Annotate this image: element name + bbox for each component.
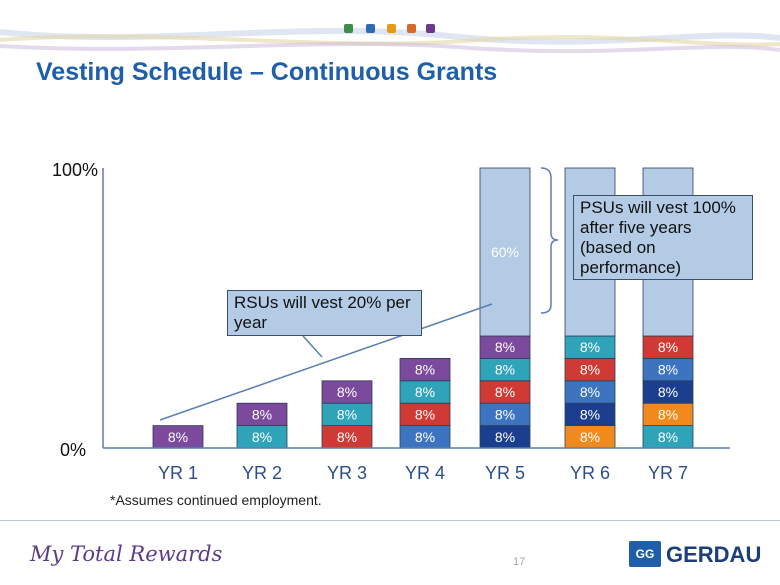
rsu-callout: RSUs will vest 20% per year (227, 290, 422, 336)
bar-label-yr4-4: 8% (415, 362, 435, 378)
bar-label-yr2-1: 8% (252, 429, 272, 445)
psu-bracket (541, 168, 558, 313)
bar-label-yr5-4: 8% (495, 362, 515, 378)
footer-divider (0, 520, 780, 521)
bar-label-yr5-3: 8% (495, 384, 515, 400)
bar-label-yr5-2: 8% (495, 406, 515, 422)
page-number: 17 (513, 556, 525, 568)
bar-label-yr6-2: 8% (580, 406, 600, 422)
bar-label-yr3-2: 8% (337, 406, 357, 422)
x-tick-label-3: YR 3 (327, 463, 367, 483)
bar-label-yr5-5: 8% (495, 339, 515, 355)
x-tick-label-4: YR 4 (405, 463, 445, 483)
bar-label-yr6-5: 8% (580, 339, 600, 355)
bar-label-yr7-4: 8% (658, 362, 678, 378)
rsu-callout-pointer (303, 336, 322, 357)
x-tick-label-2: YR 2 (242, 463, 282, 483)
y-tick-label-0: 0% (60, 440, 86, 460)
bar-label-yr2-2: 8% (252, 406, 272, 422)
bar-label-yr7-3: 8% (658, 384, 678, 400)
x-tick-label-7: YR 7 (648, 463, 688, 483)
x-tick-label-1: YR 1 (158, 463, 198, 483)
bar-label-yr7-2: 8% (658, 406, 678, 422)
footnote: *Assumes continued employment. (110, 492, 322, 508)
bar-label-yr6-4: 8% (580, 362, 600, 378)
x-tick-labels: YR 1 YR 2 YR 3 YR 4 YR 5 YR 6 YR 7 (158, 463, 688, 483)
bar-label-yr3-3: 8% (337, 384, 357, 400)
bar-label-yr5-6: 60% (491, 244, 519, 260)
x-tick-label-5: YR 5 (485, 463, 525, 483)
bar-label-yr6-3: 8% (580, 384, 600, 400)
bar-label-yr7-5: 8% (658, 339, 678, 355)
brand-script-logo: My Total Rewards (30, 542, 222, 566)
gerdau-logo-text: GERDAU (666, 542, 761, 568)
bar-label-yr3-1: 8% (337, 429, 357, 445)
bar-label-yr5-1: 8% (495, 429, 515, 445)
bar-label-yr4-1: 8% (415, 429, 435, 445)
gerdau-logo-mark: GG (629, 541, 661, 567)
bar-label-yr7-1: 8% (658, 429, 678, 445)
y-tick-label-100: 100% (52, 160, 98, 180)
psu-callout: PSUs will vest 100% after five years (ba… (573, 195, 753, 280)
bar-label-yr4-3: 8% (415, 384, 435, 400)
bar-label-yr4-2: 8% (415, 406, 435, 422)
bar-label-yr6-1: 8% (580, 429, 600, 445)
x-tick-label-6: YR 6 (570, 463, 610, 483)
bar-label-yr1-1: 8% (168, 429, 188, 445)
